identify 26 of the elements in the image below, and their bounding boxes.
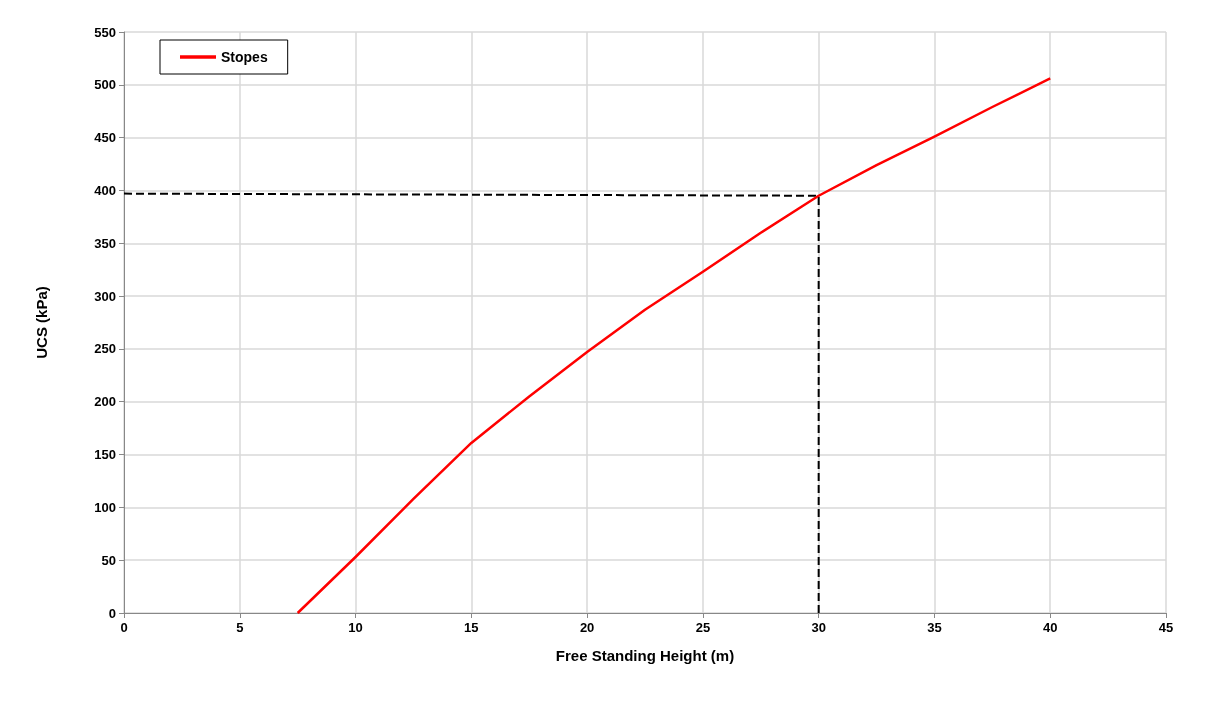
y-tick-label: 150	[94, 447, 116, 463]
x-tick-label: 40	[1042, 620, 1058, 635]
line-series	[296, 77, 1052, 615]
y-tick-label: 500	[94, 77, 116, 93]
x-tick-label: 20	[579, 620, 595, 635]
y-tick-label: 0	[108, 605, 116, 621]
legend-label: Stopes	[221, 49, 268, 65]
y-tick-label: 450	[94, 130, 116, 146]
x-tick-label: 10	[348, 620, 363, 635]
y-tick-label: 400	[94, 182, 116, 198]
x-tick-label: 5	[236, 620, 244, 635]
x-tick-label: 25	[695, 620, 711, 635]
y-axis-title: UCS (kPa)	[33, 286, 50, 359]
x-tick-label: 45	[1158, 620, 1174, 635]
x-axis-title: Free Standing Height (m)	[555, 647, 735, 664]
y-tick-label: 300	[94, 288, 116, 304]
y-tick-label: 50	[101, 552, 116, 568]
x-tick-label: 15	[464, 620, 479, 635]
x-tick-label: 0	[120, 620, 128, 635]
y-tick-label: 350	[94, 235, 116, 251]
y-tick-label: 200	[94, 394, 116, 410]
x-tick-label: 35	[927, 620, 942, 635]
x-tick-label: 30	[811, 620, 826, 635]
y-tick-label: 250	[94, 341, 116, 357]
y-tick-label: 100	[94, 499, 116, 515]
y-tick-label: 550	[94, 24, 116, 40]
